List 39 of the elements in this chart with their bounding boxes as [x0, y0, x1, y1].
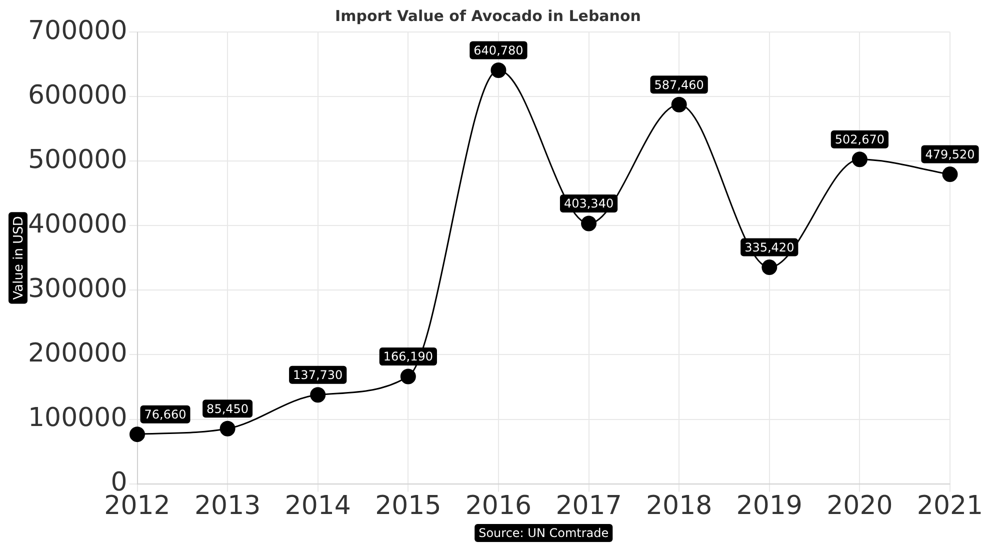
point	[671, 96, 687, 112]
point	[942, 166, 958, 182]
x-tick-label: 2018	[646, 491, 712, 522]
x-tick-label: 2013	[194, 491, 261, 522]
x-tick-label: 2021	[916, 491, 984, 522]
y-tick-label: 700000	[28, 16, 128, 46]
y-tick-label: 400000	[28, 209, 128, 240]
y-tick-label: 600000	[28, 80, 128, 110]
data-label: 137,730	[293, 368, 343, 382]
data-label: 502,670	[834, 132, 885, 146]
point	[490, 62, 506, 78]
data-label: 587,460	[654, 78, 704, 92]
data-label: 85,450	[206, 402, 249, 416]
x-tick-label: 2015	[375, 491, 442, 522]
y-tick-label: 100000	[28, 403, 128, 434]
data-label: 335,420	[744, 240, 794, 254]
x-tick-label: 2020	[826, 491, 893, 522]
point	[220, 420, 236, 436]
y-tick-label: 200000	[28, 338, 128, 368]
y-tick-label: 300000	[28, 274, 128, 304]
point	[310, 387, 326, 403]
data-label: 640,780	[474, 43, 524, 58]
point	[852, 152, 868, 168]
data-label: 403,340	[564, 196, 614, 211]
x-tick-label: 2016	[465, 491, 532, 522]
point	[762, 260, 778, 276]
data-label: 479,520	[925, 147, 975, 162]
data-label: 166,190	[383, 350, 433, 364]
x-tick-label: 2014	[284, 491, 351, 522]
y-axis-title: Value in USD	[11, 216, 26, 300]
point	[130, 426, 145, 442]
x-tick-label: 2017	[556, 491, 622, 522]
x-tick-label: 2019	[736, 491, 802, 522]
point	[581, 216, 597, 232]
y-tick-label: 500000	[28, 144, 128, 175]
chart-title: Import Value of Avocado in Lebanon	[335, 6, 641, 25]
point	[400, 368, 416, 384]
data-label: 76,660	[144, 407, 186, 422]
source-note: Source: UN Comtrade	[478, 526, 609, 540]
